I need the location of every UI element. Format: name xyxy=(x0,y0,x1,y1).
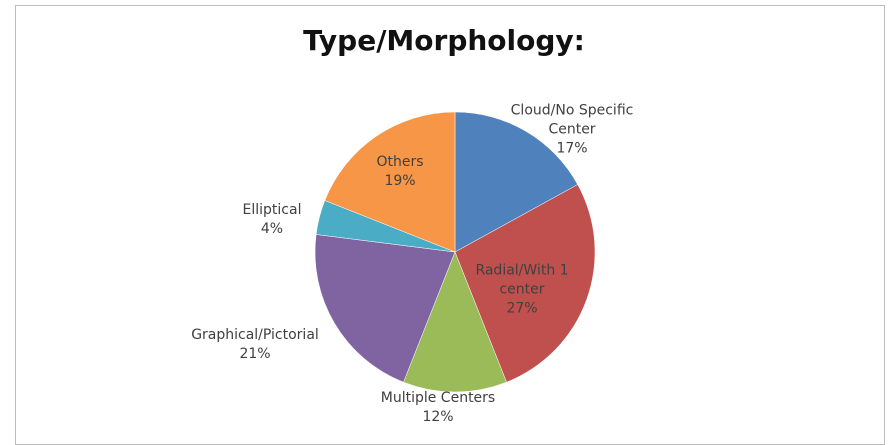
slice-label: Radial/With 1 center 27% xyxy=(467,262,577,319)
page: Type/Morphology: (() => { const data = J… xyxy=(15,5,885,445)
slice-label: Elliptical 4% xyxy=(197,201,347,239)
pie-slice xyxy=(324,111,456,253)
value-label: 4% xyxy=(260,221,284,237)
pie-slice xyxy=(314,234,456,383)
slice-label: Graphical/Pictorial 21% xyxy=(180,326,330,364)
category-label: Cloud/No Specific Center xyxy=(510,102,634,138)
slice-label: Multiple Centers 12% xyxy=(363,389,513,427)
value-label: 21% xyxy=(239,346,271,362)
category-label: Graphical/Pictorial xyxy=(191,327,319,343)
slice-label: Cloud/No Specific Center 17% xyxy=(502,102,642,159)
value-label: 27% xyxy=(506,300,538,317)
chart xyxy=(314,111,596,393)
category-label: Others xyxy=(376,154,424,170)
value-label: 12% xyxy=(422,409,454,425)
category-label: Multiple Centers xyxy=(380,390,496,406)
pie-slice xyxy=(454,111,579,253)
value-label: 19% xyxy=(384,173,416,189)
category-label: Elliptical xyxy=(242,202,302,218)
chart-title: Type/Morphology: xyxy=(303,24,585,57)
value-label: 17% xyxy=(556,140,588,157)
pie-slice xyxy=(454,184,596,383)
pie-slice xyxy=(403,251,507,393)
slice-label: Others 19% xyxy=(325,153,475,191)
category-label: Radial/With 1 center xyxy=(475,262,569,298)
